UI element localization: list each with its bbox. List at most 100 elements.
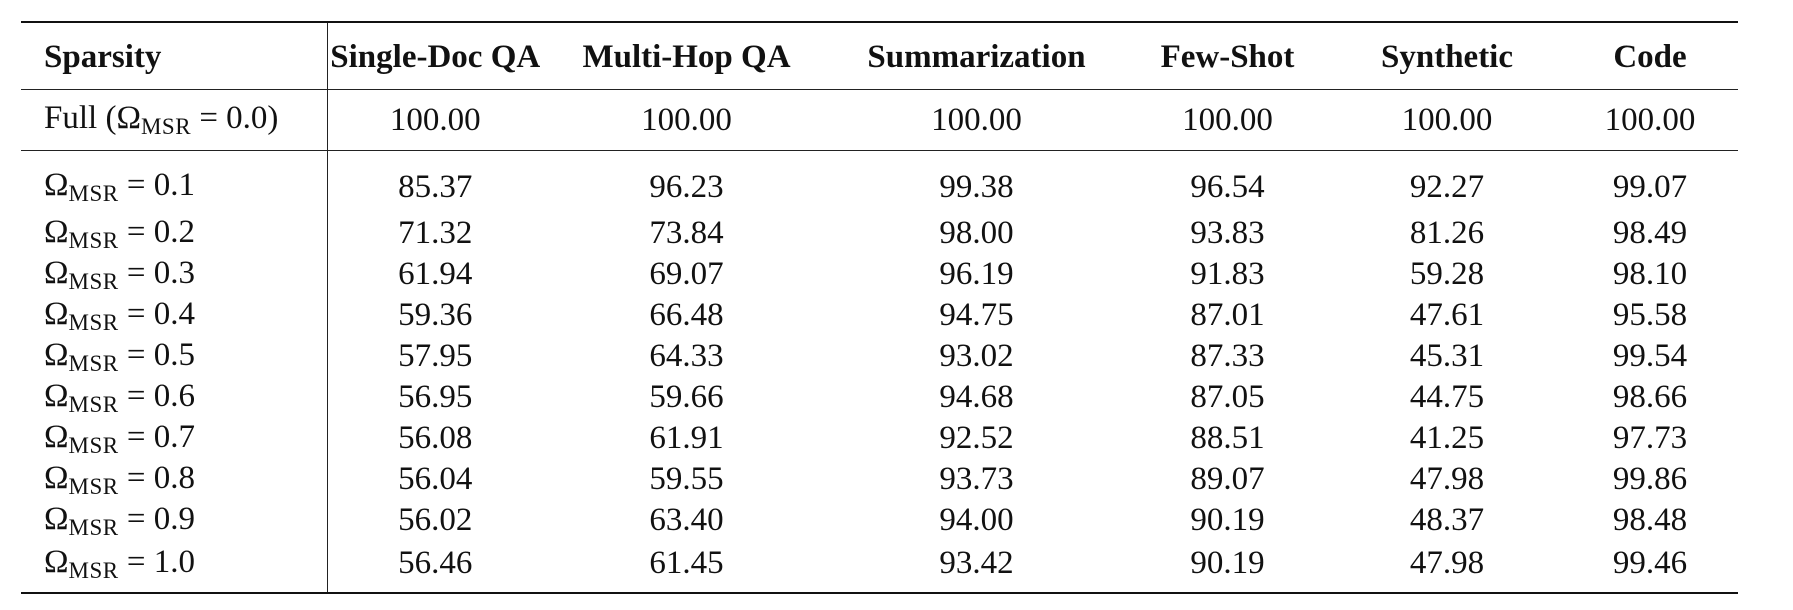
table-row: ΩMSR = 0.1 85.37 96.23 99.38 96.54 92.27 99.07 xyxy=(21,150,1738,213)
table-cell: 100.00 xyxy=(1604,101,1696,138)
table-cell: 100.00 xyxy=(931,101,1022,138)
header-code: Code xyxy=(1613,39,1687,75)
table-cell: 95.58 xyxy=(1612,297,1688,333)
table-cell: 56.02 xyxy=(398,502,473,538)
table-cell: 94.68 xyxy=(939,379,1014,415)
table-cell: 56.95 xyxy=(398,379,473,415)
sparsity-level-value: = 0.6 xyxy=(118,377,195,414)
table-cell: 48.37 xyxy=(1409,502,1485,538)
table-cell: 47.98 xyxy=(1409,461,1485,497)
table-cell: 61.91 xyxy=(649,420,724,456)
header-synthetic: Synthetic xyxy=(1381,39,1513,75)
table-cell: 59.36 xyxy=(398,297,473,333)
sparsity-rows: ΩMSR = 0.1 85.37 96.23 99.38 96.54 92.27 99.07… xyxy=(21,150,1738,593)
table-cell: 69.07 xyxy=(649,256,724,292)
table-row: ΩMSR = 0.9 56.02 63.40 94.00 90.19 48.37 98.48 xyxy=(21,500,1738,541)
table-cell: 93.02 xyxy=(939,338,1014,374)
table-row: ΩMSR = 0.6 56.95 59.66 94.68 87.05 44.75 98.66 xyxy=(21,377,1738,418)
full-baseline-row: Full (ΩMSR = 0.0) 100.00 100.00 100.00 1… xyxy=(21,89,1738,151)
table-cell: 59.28 xyxy=(1409,256,1485,292)
table-cell: 61.45 xyxy=(649,545,724,581)
table-cell: 45.31 xyxy=(1409,338,1485,374)
sparsity-level-value: = 0.2 xyxy=(118,213,195,250)
table-cell: 57.95 xyxy=(398,338,473,374)
sparsity-level-label: ΩMSR = 0.3 xyxy=(21,254,328,295)
table-cell: 73.84 xyxy=(649,215,724,251)
table-cell: 47.61 xyxy=(1409,297,1485,333)
table-cell: 63.40 xyxy=(649,502,724,538)
table-cell: 47.98 xyxy=(1409,545,1485,581)
sparsity-level-label: ΩMSR = 0.7 xyxy=(21,418,328,459)
sparsity-level-label: ΩMSR = 0.8 xyxy=(21,459,328,500)
table-cell: 97.73 xyxy=(1612,420,1688,456)
header-sparsity: Sparsity xyxy=(21,22,328,90)
sparsity-level-value: = 0.8 xyxy=(118,459,195,496)
header-row: Sparsity Single-Doc QA Multi-Hop QA Summ… xyxy=(21,22,1738,90)
table-cell: 93.83 xyxy=(1190,215,1265,251)
omega-subscript: MSR xyxy=(68,227,119,253)
table-cell: 96.23 xyxy=(649,168,724,205)
header-summarization: Summarization xyxy=(867,39,1086,75)
table-cell: 98.66 xyxy=(1612,379,1688,415)
omega-symbol: Ω xyxy=(44,500,69,537)
omega-symbol: Ω xyxy=(44,336,69,373)
sparsity-level-label: ΩMSR = 0.9 xyxy=(21,500,328,541)
table-cell: 92.27 xyxy=(1409,168,1485,205)
table-row: ΩMSR = 0.3 61.94 69.07 96.19 91.83 59.28 98.10 xyxy=(21,254,1738,295)
table-cell: 90.19 xyxy=(1190,502,1265,538)
sparsity-results-table: Sparsity Single-Doc QA Multi-Hop QA Summ… xyxy=(21,21,1738,594)
table-cell: 71.32 xyxy=(398,215,473,251)
table-row: ΩMSR = 1.0 56.46 61.45 93.42 90.19 47.98 99.46 xyxy=(21,541,1738,593)
sparsity-level-value: = 0.3 xyxy=(118,254,195,291)
full-row-prefix: Full ( xyxy=(44,100,117,136)
table-cell: 56.08 xyxy=(398,420,473,456)
omega-symbol: Ω xyxy=(44,377,69,414)
full-row-suffix: = 0.0) xyxy=(191,100,279,136)
omega-subscript: MSR xyxy=(68,514,119,540)
sparsity-level-value: = 0.1 xyxy=(118,167,195,203)
table-cell: 100.00 xyxy=(389,101,481,138)
table-cell: 89.07 xyxy=(1190,461,1265,497)
table-cell: 87.01 xyxy=(1190,297,1265,333)
table-cell: 41.25 xyxy=(1409,420,1485,456)
table-cell: 98.10 xyxy=(1612,256,1688,292)
table-row: ΩMSR = 0.8 56.04 59.55 93.73 89.07 47.98 99.86 xyxy=(21,459,1738,500)
table-cell: 93.42 xyxy=(939,545,1014,581)
omega-symbol: Ω xyxy=(44,418,69,455)
full-row-label: Full (ΩMSR = 0.0) xyxy=(21,89,328,151)
table-cell: 98.49 xyxy=(1612,215,1688,251)
table-cell: 81.26 xyxy=(1409,215,1485,251)
table-cell: 56.46 xyxy=(398,545,473,581)
header-multi-hop-qa: Multi-Hop QA xyxy=(582,39,791,75)
results-table-container: Sparsity Single-Doc QA Multi-Hop QA Summ… xyxy=(21,21,1738,594)
table-cell: 59.66 xyxy=(649,379,724,415)
sparsity-level-value: = 0.7 xyxy=(118,418,195,455)
sparsity-level-label: ΩMSR = 0.2 xyxy=(21,213,328,254)
omega-subscript: MSR xyxy=(68,391,119,417)
omega-symbol: Ω xyxy=(44,254,69,291)
table-cell: 96.19 xyxy=(939,256,1014,292)
header-single-doc-qa: Single-Doc QA xyxy=(330,39,541,75)
omega-subscript: MSR xyxy=(68,181,119,206)
omega-symbol: Ω xyxy=(116,100,141,136)
table-cell: 87.33 xyxy=(1190,338,1265,374)
omega-subscript: MSR xyxy=(68,432,119,458)
table-row: ΩMSR = 0.7 56.08 61.91 92.52 88.51 41.25 97.73 xyxy=(21,418,1738,459)
sparsity-level-value: = 0.4 xyxy=(118,295,195,332)
omega-subscript: MSR xyxy=(140,114,192,139)
table-cell: 99.86 xyxy=(1612,461,1688,497)
table-row: ΩMSR = 0.2 71.32 73.84 98.00 93.83 81.26 98.49 xyxy=(21,213,1738,254)
omega-subscript: MSR xyxy=(68,473,119,499)
sparsity-level-value: = 1.0 xyxy=(118,543,195,580)
sparsity-level-label: ΩMSR = 0.5 xyxy=(21,336,328,377)
omega-subscript: MSR xyxy=(68,350,119,376)
omega-symbol: Ω xyxy=(44,167,69,203)
sparsity-level-label: ΩMSR = 0.4 xyxy=(21,295,328,336)
omega-symbol: Ω xyxy=(44,295,69,332)
table-cell: 87.05 xyxy=(1190,379,1265,415)
table-cell: 92.52 xyxy=(939,420,1014,456)
table-cell: 99.38 xyxy=(939,168,1014,205)
table-cell: 44.75 xyxy=(1409,379,1485,415)
table-cell: 64.33 xyxy=(649,338,724,374)
table-cell: 88.51 xyxy=(1190,420,1265,456)
